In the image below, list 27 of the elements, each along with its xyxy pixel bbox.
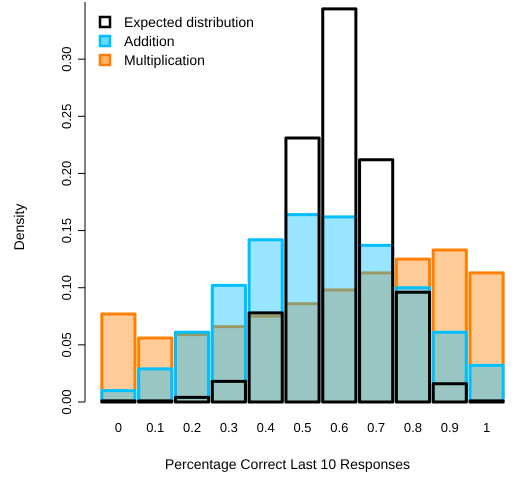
x-tick-label: 0 (114, 420, 122, 435)
x-tick-label: 0.8 (404, 420, 422, 435)
x-tick-label: 0.2 (183, 420, 202, 435)
x-tick-label: 1 (482, 420, 490, 435)
x-axis-title: Percentage Correct Last 10 Responses (164, 456, 410, 472)
y-tick-label: 0.25 (59, 104, 74, 129)
bar (432, 330, 468, 404)
legend-label: Multiplication (124, 52, 205, 68)
y-tick-label: 0.15 (59, 218, 74, 244)
x-tick-label: 0.7 (367, 420, 386, 435)
legend-label: Addition (124, 33, 175, 49)
x-tick-label: 0.3 (220, 420, 238, 435)
y-tick-label: 0.05 (59, 332, 74, 358)
y-tick-label: 0.20 (59, 160, 74, 186)
x-tick-label: 0.6 (330, 420, 348, 435)
bar (248, 238, 284, 404)
y-tick-label: 0.10 (59, 275, 74, 300)
x-tick-label: 0.1 (146, 420, 164, 435)
y-axis-title: Density (11, 204, 27, 250)
x-tick-label: 0.5 (293, 420, 312, 435)
y-tick-label: 0.00 (59, 389, 74, 415)
x-tick-label: 0.9 (440, 420, 459, 435)
x-tick-label: 0.4 (256, 420, 275, 435)
y-tick-label: 0.30 (59, 46, 74, 72)
legend-label: Expected distribution (124, 14, 254, 30)
bar (137, 367, 174, 404)
bar (210, 284, 247, 404)
